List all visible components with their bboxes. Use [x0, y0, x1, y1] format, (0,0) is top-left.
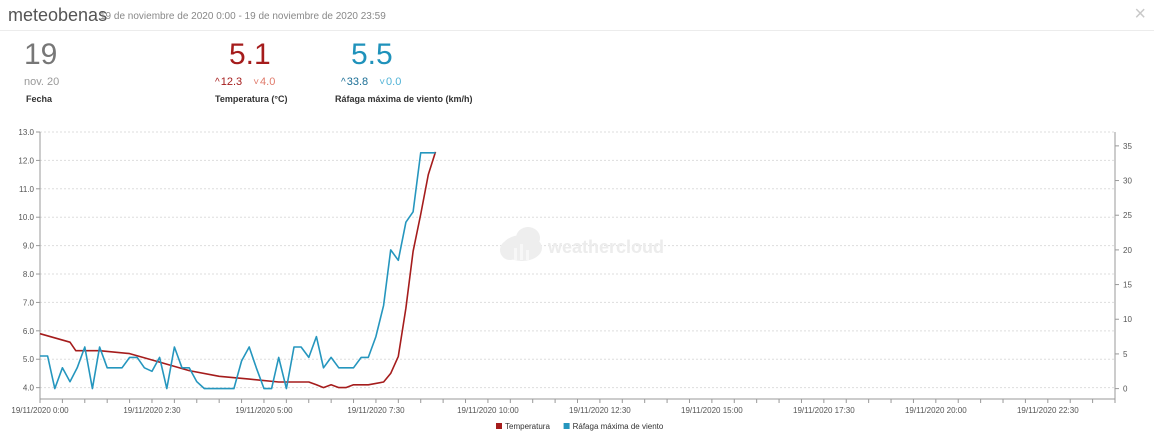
legend-label: Ráfaga máxima de viento	[573, 422, 664, 431]
series-line-temperatura	[39, 151, 437, 389]
x-tick-label: 19/11/2020 20:00	[905, 406, 967, 415]
y-right-tick-label: 5	[1123, 350, 1128, 359]
y-left-tick-label: 7.0	[23, 298, 35, 307]
stat-fecha: 19 nov. 20 Fecha	[24, 38, 59, 104]
caret-down-icon: ˅	[379, 77, 386, 88]
legend-swatch	[563, 423, 570, 429]
x-tick-label: 19/11/2020 10:00	[457, 406, 519, 415]
x-tick-label: 19/11/2020 5:00	[235, 406, 293, 415]
x-tick-label: 19/11/2020 2:30	[123, 406, 181, 415]
y-right-tick-label: 35	[1123, 142, 1132, 151]
legend: Temperatura Ráfaga máxima de viento	[496, 422, 664, 431]
fecha-day: 19	[24, 38, 58, 71]
y-right-tick-label: 15	[1123, 281, 1132, 290]
header: meteobenas 19 de noviembre de 2020 0:00 …	[0, 0, 1154, 31]
y-left-tick-label: 6.0	[23, 327, 35, 336]
viento-max: ^33.8	[341, 76, 369, 88]
cloud-logo-icon	[500, 227, 542, 261]
viento-label: Ráfaga máxima de viento (km/h)	[335, 94, 473, 104]
stat-temperatura: 5.1 ^12.3 ˅4.0 Temperatura (°C)	[215, 38, 345, 104]
fecha-label: Fecha	[26, 94, 53, 104]
axes: 4.0 5.0 6.0 7.0 8.0 9.0 10.0 11.0 12.0 13.0 0 5 10 15…	[11, 128, 1132, 415]
temperatura-min: ˅4.0	[253, 76, 276, 88]
x-tick-label: 19/11/2020 22:30	[1017, 406, 1079, 415]
y-left-tick-label: 9.0	[23, 242, 35, 251]
viento-min: ˅0.0	[379, 76, 402, 88]
caret-down-icon: ˅	[253, 77, 260, 88]
close-icon[interactable]: ×	[1134, 3, 1146, 25]
x-tick-label: 19/11/2020 12:30	[569, 406, 631, 415]
y-right-tick-label: 25	[1123, 211, 1132, 220]
watermark-text: weathercloud	[547, 237, 664, 257]
chart: weathercloud 4.0 5.0 6.0 7.0 8.0 9.0 10.0 11.0 1…	[11, 128, 1132, 431]
watermark: weathercloud	[500, 227, 664, 261]
y-right-tick-label: 10	[1123, 315, 1132, 324]
y-left-tick-label: 11.0	[19, 185, 35, 194]
y-right-tick-label: 20	[1123, 246, 1132, 255]
x-tick-label: 19/11/2020 17:30	[793, 406, 855, 415]
viento-value: 5.5	[351, 38, 393, 71]
y-left-tick-label: 10.0	[18, 213, 34, 222]
caret-up-icon: ^	[215, 77, 220, 88]
legend-swatch	[496, 423, 502, 429]
fecha-month: nov. 20	[24, 76, 60, 88]
series	[39, 151, 437, 390]
y-left-tick-label: 4.0	[23, 384, 35, 393]
grid	[40, 131, 1115, 389]
caret-up-icon: ^	[341, 77, 346, 88]
temperatura-label: Temperatura (°C)	[215, 94, 288, 104]
temperatura-value: 5.1	[229, 38, 271, 71]
station-title: meteobenas	[8, 5, 108, 25]
x-tick-label: 19/11/2020 15:00	[681, 406, 743, 415]
y-left-tick-label: 13.0	[18, 128, 34, 137]
x-tick-label: 19/11/2020 7:30	[347, 406, 405, 415]
temperatura-max: ^12.3	[215, 76, 243, 88]
y-left-tick-label: 8.0	[23, 270, 35, 279]
date-range: 19 de noviembre de 2020 0:00 - 19 de nov…	[100, 11, 386, 22]
y-left-tick-label: 5.0	[23, 355, 35, 364]
series-line-viento	[40, 151, 436, 390]
legend-label: Temperatura	[505, 422, 550, 431]
y-right-tick-label: 30	[1123, 177, 1132, 186]
x-tick-label: 19/11/2020 0:00	[11, 406, 69, 415]
stat-viento: 5.5 ^33.8 ˅0.0 Ráfaga máxima de viento (…	[335, 38, 495, 104]
y-right-tick-label: 0	[1123, 385, 1128, 394]
y-left-tick-label: 12.0	[18, 156, 34, 165]
